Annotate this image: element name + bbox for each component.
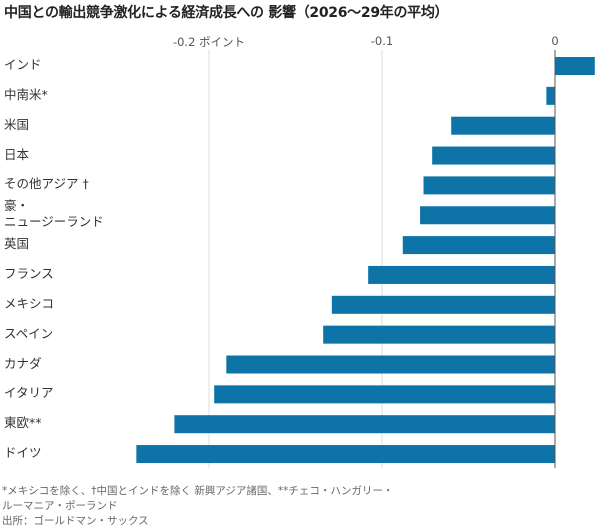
category-label: 米国: [4, 116, 30, 132]
category-label: ドイツ: [4, 445, 42, 461]
bar: [226, 355, 556, 374]
category-label: イタリア: [4, 385, 54, 401]
category-label: スペイン: [4, 325, 54, 341]
category-label: その他アジア †: [4, 176, 89, 192]
bar: [368, 265, 555, 284]
tick-label: -0.1: [370, 34, 394, 48]
tick-label: -0.2 ポイント: [172, 35, 246, 49]
category-label: 英国: [4, 236, 30, 252]
category-label: 中南米*: [4, 86, 48, 102]
category-label: 東欧**: [4, 415, 42, 431]
bar: [546, 86, 555, 105]
category-label: メキシコ: [4, 295, 55, 311]
category-label: カナダ: [4, 355, 42, 371]
bar: [423, 176, 555, 195]
bar: [331, 295, 555, 314]
category-label: フランス: [4, 265, 54, 281]
bar-chart: [136, 50, 595, 468]
category-label: 豪・ ニュージーランド: [4, 198, 104, 230]
source-note: 出所：ゴールドマン・サックス: [2, 515, 149, 527]
tick-label: 0: [551, 34, 559, 48]
bar: [555, 57, 595, 75]
category-label: インド: [4, 57, 42, 72]
bar: [174, 415, 555, 434]
bar: [402, 236, 555, 255]
bar: [420, 206, 555, 225]
footnote: *メキシコを除く、†中国とインドを除く 新興アジア諸国、**チェコ・ハンガリー・: [2, 485, 394, 497]
category-label: 日本: [4, 146, 30, 162]
chart-title: 中国との輸出競争激化による経済成長への 影響（2026〜29年の平均）: [4, 5, 449, 21]
footnotes: *メキシコを除く、†中国とインドを除く 新興アジア諸国、**チェコ・ハンガリー・…: [2, 484, 393, 529]
bar: [451, 116, 555, 135]
footnote: ルーマニア・ポーランド: [2, 500, 118, 512]
bar: [214, 385, 555, 404]
bar: [323, 325, 555, 344]
bar: [432, 146, 555, 165]
bar: [136, 445, 555, 464]
